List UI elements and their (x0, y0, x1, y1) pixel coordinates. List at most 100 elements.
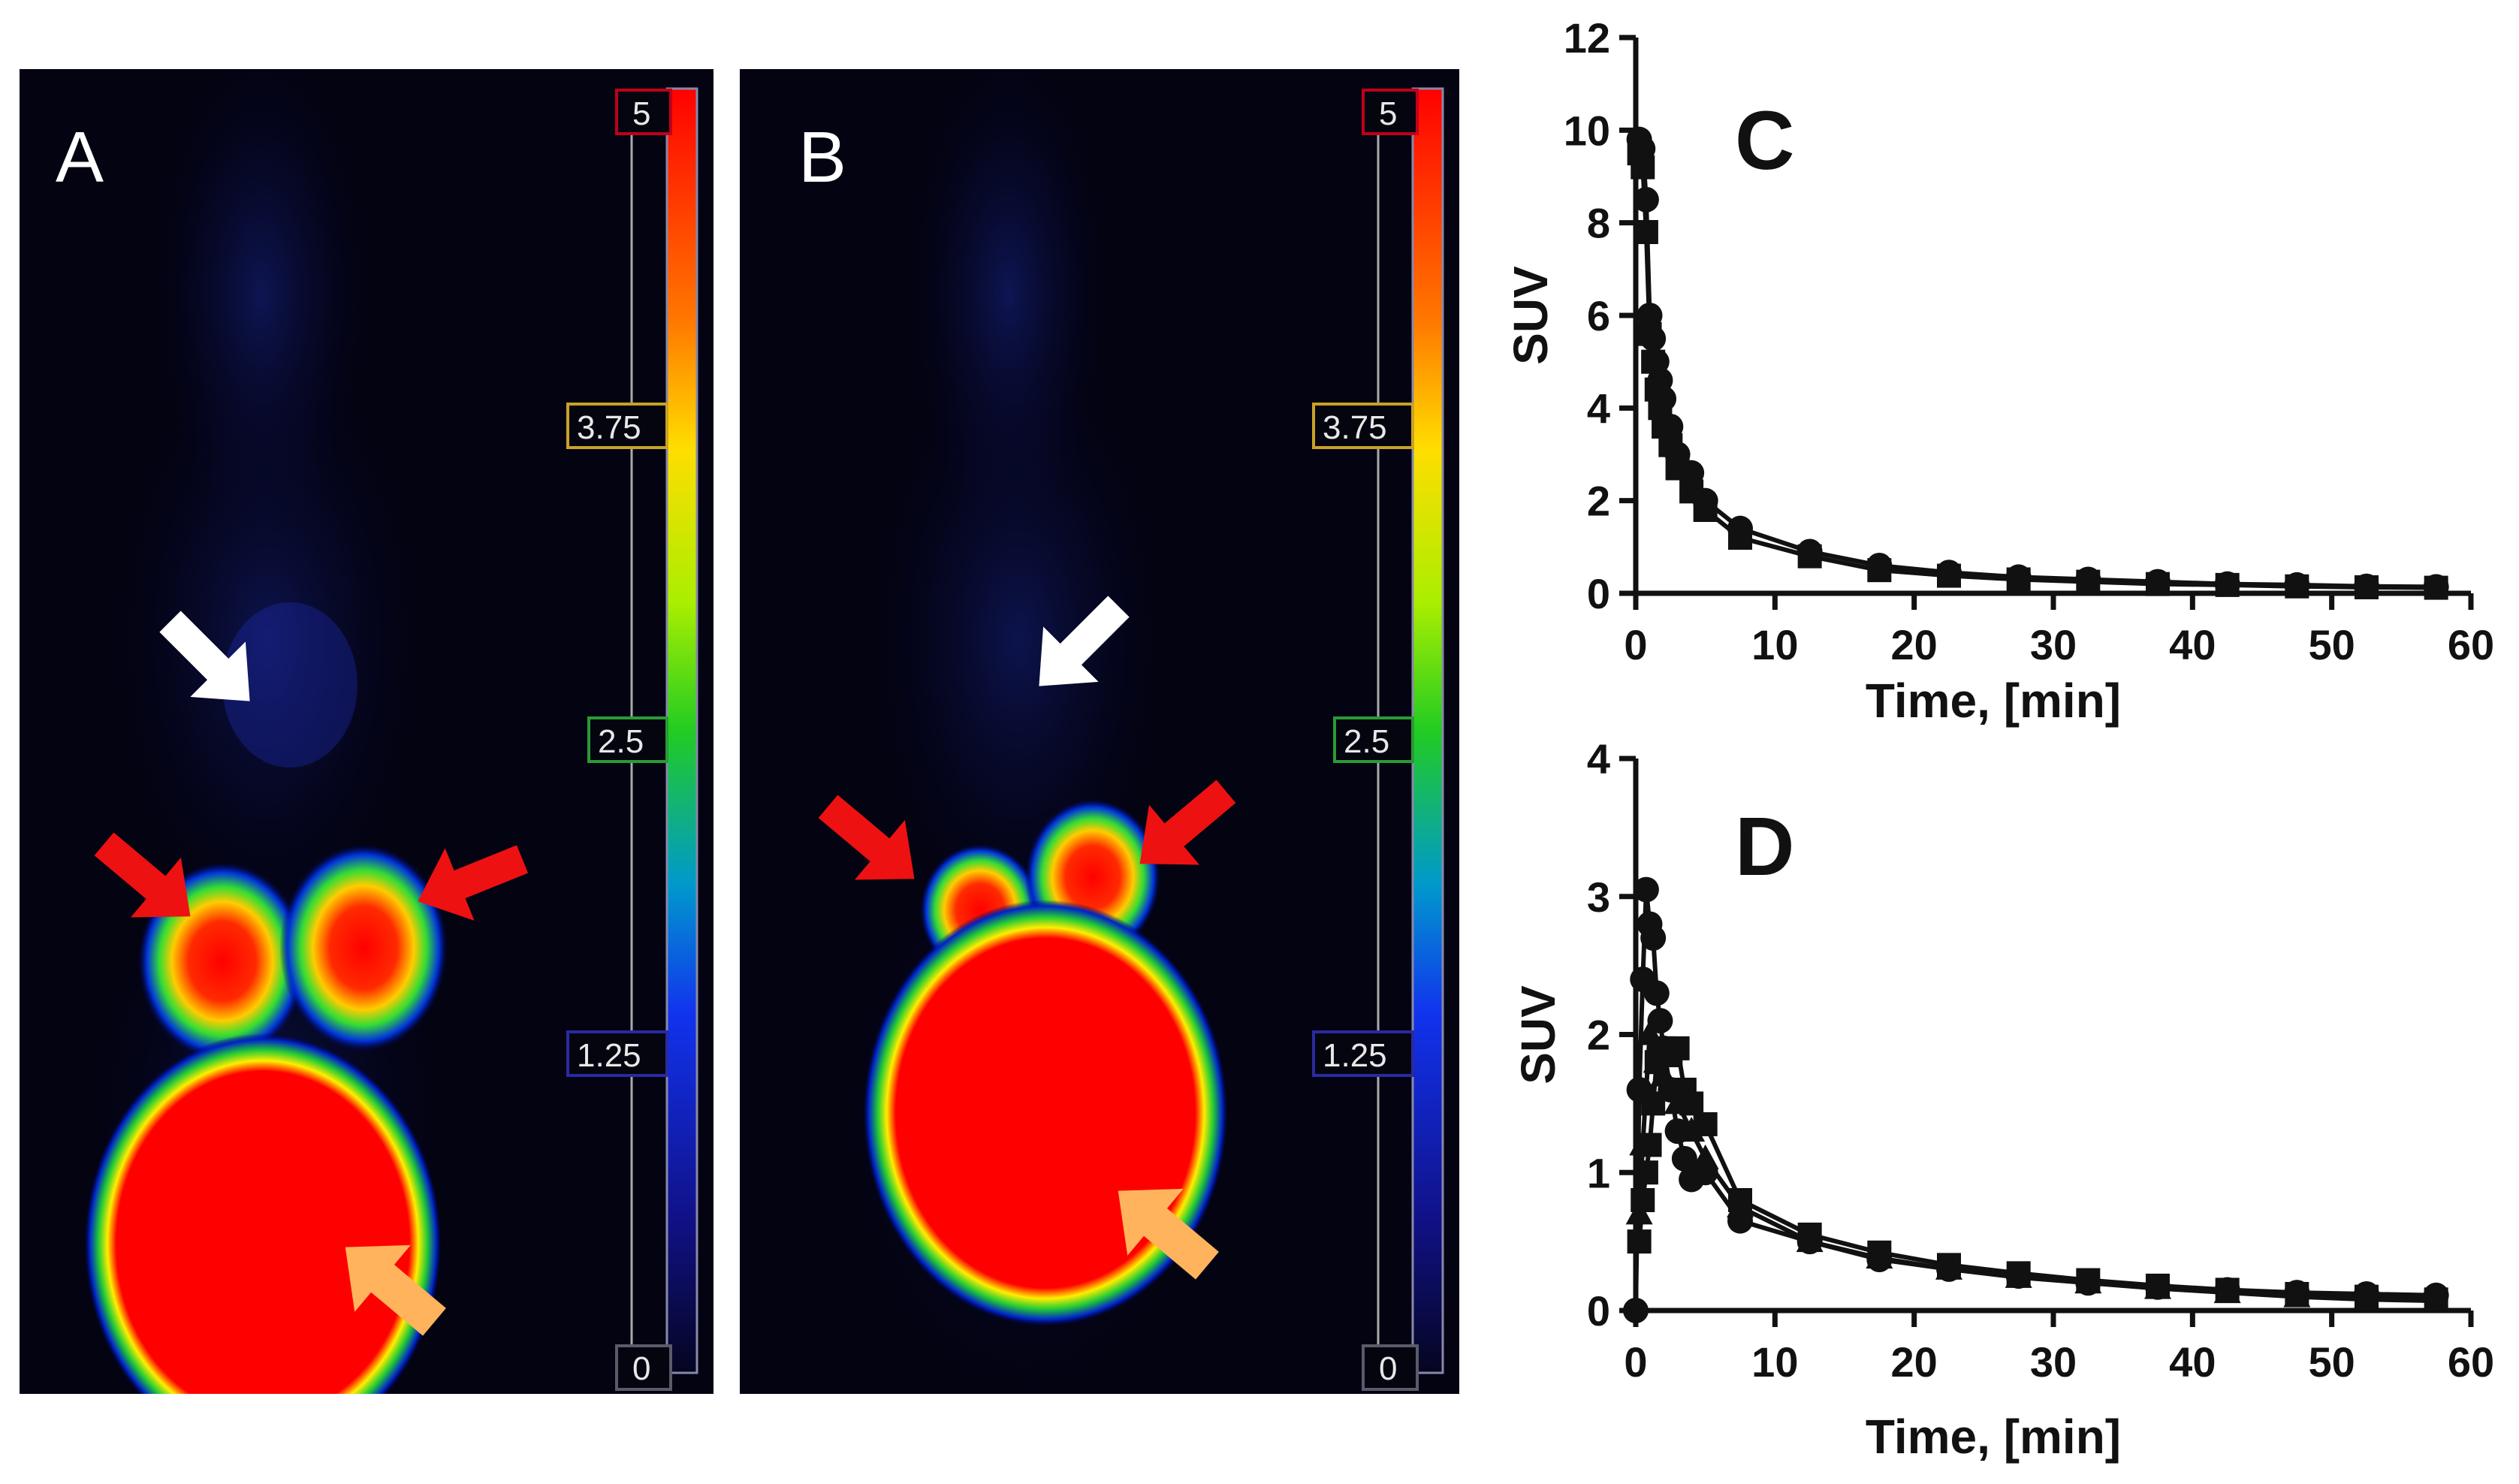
x-tick-label: 0 (1624, 1338, 1647, 1386)
y-tick-label: 1 (1587, 1149, 1610, 1196)
data-point-square (1937, 563, 1961, 588)
x-tick-label: 40 (2169, 1338, 2216, 1386)
data-point-triangle (1866, 1244, 1893, 1269)
x-tick-label: 50 (2309, 1338, 2355, 1386)
series-line-triangle (1637, 1032, 2436, 1304)
pet-image-a-graphic: A 5 3.75 2.5 1.25 0 (56, 69, 698, 1394)
x-tick-label: 0 (1624, 621, 1647, 668)
data-point-square (1728, 526, 1752, 550)
data-point-triangle (2283, 1282, 2311, 1308)
svg-text:3.75: 3.75 (577, 409, 641, 446)
series-line-circle (1637, 138, 2436, 590)
pet-image-b: B 5 3.75 2.5 1.25 0 (740, 69, 1459, 1394)
data-point-triangle (1664, 1089, 1691, 1115)
svg-text:1.25: 1.25 (1323, 1037, 1387, 1074)
data-point-triangle (1691, 1144, 1719, 1169)
x-tick-label: 10 (1751, 621, 1798, 668)
right-kidney-hotspot (279, 844, 448, 1051)
y-tick-label: 4 (1587, 385, 1610, 432)
y-tick-label: 6 (1587, 292, 1610, 339)
data-point-square (1634, 1160, 1658, 1185)
x-tick-label: 30 (2030, 1338, 2077, 1386)
svg-text:5: 5 (1379, 95, 1397, 132)
y-tick-label: 8 (1587, 200, 1610, 247)
color-scale-bar-b (1377, 87, 1444, 1374)
x-tick-label: 30 (2030, 621, 2077, 668)
data-point-circle (1643, 980, 1670, 1006)
data-point-square (1658, 433, 1683, 457)
data-point-triangle (1727, 1193, 1754, 1218)
y-tick-label: 10 (1564, 107, 1610, 154)
chart-panel-letter: D (1735, 801, 1794, 893)
data-point-square (1665, 456, 1690, 481)
x-axis-title: Time, [min] (1866, 674, 2121, 728)
data-point-square (2285, 574, 2309, 599)
scale-label-3-75-b: 3.75 (1312, 403, 1414, 449)
chart-panel-letter: C (1735, 95, 1794, 187)
pet-image-a: A 5 3.75 2.5 1.25 0 (20, 69, 713, 1394)
scale-label-5: 5 (615, 89, 672, 135)
white-arrow-icon (159, 611, 250, 701)
data-point-square (2006, 567, 2031, 592)
scale-label-0-b: 0 (1362, 1344, 1419, 1391)
data-point-square (2215, 572, 2240, 597)
svg-text:2.5: 2.5 (1344, 723, 1389, 760)
x-tick-label: 40 (2169, 621, 2216, 668)
data-point-square (2424, 575, 2448, 600)
red-arrow-left-icon-b (818, 795, 915, 880)
data-point-square (1627, 1229, 1652, 1254)
y-tick-label: 0 (1587, 1287, 1610, 1335)
data-point-triangle (2074, 1268, 2102, 1294)
svg-text:5: 5 (632, 95, 650, 132)
bladder-hotspot-b (863, 900, 1228, 1326)
y-tick-label: 4 (1587, 735, 1610, 783)
y-tick-label: 2 (1587, 478, 1610, 525)
chart-c: 0 2 4 6 8 10 12 0 10 20 30 40 50 60 Time, [min] SUV C (1504, 14, 2494, 728)
pet-image-b-graphic: B 5 3.75 2.5 1.25 0 (798, 69, 1444, 1391)
bladder-hotspot (84, 1033, 442, 1394)
data-point-square (2076, 569, 2101, 594)
data-point-square (2146, 572, 2170, 596)
red-arrow-right-icon-b (1139, 780, 1236, 865)
data-point-square (1641, 349, 1666, 374)
data-point-square (1631, 155, 1655, 179)
red-arrow-right-icon (418, 845, 529, 921)
data-point-triangle (1796, 1227, 1824, 1253)
data-point-triangle (2213, 1278, 2241, 1304)
data-point-circle (1671, 1145, 1697, 1172)
data-point-square (1867, 558, 1892, 583)
x-tick-label: 60 (2448, 1338, 2494, 1386)
data-point-square (1634, 220, 1658, 244)
data-point-triangle (2144, 1274, 2171, 1299)
series-line-circle (1634, 887, 2436, 1311)
data-point-triangle (1636, 1020, 1664, 1045)
data-point-square (1665, 1036, 1690, 1060)
series-line-square (1637, 152, 2436, 590)
data-point-circle (1633, 876, 1659, 903)
scale-label-1-25: 1.25 (566, 1030, 668, 1077)
y-axis-title: SUV (1504, 266, 1558, 365)
x-tick-label: 60 (2448, 621, 2494, 668)
red-arrow-left-icon (94, 832, 191, 918)
svg-text:2.5: 2.5 (598, 723, 644, 760)
scale-label-2-5-b: 2.5 (1333, 716, 1414, 763)
svg-text:1.25: 1.25 (577, 1037, 641, 1074)
data-point-square (1797, 544, 1822, 569)
y-tick-label: 12 (1564, 14, 1610, 62)
data-point-triangle (1678, 1117, 1706, 1142)
data-point-triangle (1632, 1075, 1660, 1100)
svg-text:0: 0 (1379, 1350, 1397, 1387)
orange-arrow-icon-b (1118, 1188, 1219, 1280)
x-tick-label: 50 (2309, 621, 2355, 668)
y-axis-title: SUV (1511, 985, 1565, 1084)
panel-letter-a: A (56, 117, 104, 198)
scale-label-1-25-b: 1.25 (1312, 1030, 1414, 1077)
y-tick-label: 3 (1587, 873, 1610, 921)
data-point-triangle (2005, 1262, 2032, 1288)
y-tick-label: 2 (1587, 1012, 1610, 1059)
series-line-square (1637, 1045, 2436, 1302)
data-point-triangle (1629, 1130, 1657, 1156)
data-point-triangle (1625, 1199, 1653, 1225)
